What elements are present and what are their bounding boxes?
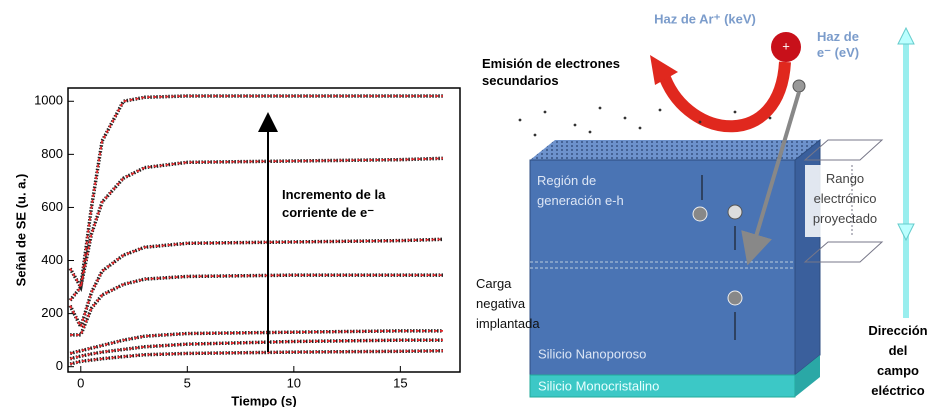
annotation-line: Incremento de la — [282, 187, 386, 202]
y-tick-label: 600 — [41, 199, 63, 214]
ar-beam-label: Haz de Ar⁺ (keV) — [654, 11, 756, 26]
generation-label: Región de generación e-h — [537, 173, 624, 208]
charge-label-line: Carga — [476, 276, 512, 291]
series-line — [70, 273, 443, 337]
series-line — [68, 237, 444, 332]
series-line — [68, 156, 444, 292]
field-label-line: eléctrico — [871, 383, 925, 398]
x-tick-label: 5 — [184, 375, 191, 390]
charge-label-line: implantada — [476, 316, 540, 331]
emission-label-line: secundarios — [482, 73, 559, 88]
y-axis-label: Señal de SE (u. a.) — [13, 174, 28, 287]
y-tick-label: 400 — [41, 252, 63, 267]
x-tick-label: 15 — [393, 375, 407, 390]
generation-label-line: generación e-h — [537, 193, 624, 208]
x-tick-label: 0 — [77, 375, 84, 390]
series-line — [68, 94, 443, 302]
range-label: Rango electrónico proyectado — [813, 171, 877, 226]
y-tick-label: 800 — [41, 146, 63, 161]
e-beam-label: Haz de e⁻ (eV) — [817, 29, 859, 60]
monocrystalline-label: Silicio Monocristalino — [538, 378, 659, 393]
svg-text:+: + — [782, 38, 790, 53]
charge-label-line: negativa — [476, 296, 526, 311]
fit-line — [70, 274, 443, 336]
y-tick-label: 200 — [41, 305, 63, 320]
series-line — [69, 329, 443, 356]
series-line — [69, 349, 443, 366]
plot-frame — [67, 87, 461, 373]
field-label-line: del — [889, 343, 908, 358]
nanoporous-label: Silicio Nanoporoso — [538, 346, 646, 361]
annotation-line: corriente de e⁻ — [282, 205, 374, 220]
range-label-line: electrónico — [814, 191, 877, 206]
fit-line — [69, 157, 443, 290]
generation-label-line: Región de — [537, 173, 596, 188]
e-beam-label-line: e⁻ (eV) — [817, 45, 859, 60]
diagram-shapes: + — [518, 26, 915, 398]
field-label-line: campo — [877, 363, 919, 378]
x-tick-label: 10 — [287, 375, 301, 390]
fit-line — [69, 339, 443, 360]
field-label: Dirección del campo eléctrico — [868, 323, 927, 398]
charge-label: Carga negativa implantada — [476, 276, 540, 331]
fit-line — [69, 238, 443, 330]
emission-label-line: Emisión de electrones — [482, 56, 620, 71]
emission-label: Emisión de electrones secundarios — [482, 56, 620, 88]
range-label-line: Rango — [826, 171, 864, 186]
x-axis-label: Tiempo (s) — [231, 393, 297, 407]
field-label-line: Dirección — [868, 323, 927, 338]
fit-line — [69, 95, 443, 301]
e-beam-label-line: Haz de — [817, 29, 859, 44]
range-label-line: proyectado — [813, 211, 877, 226]
fit-line — [69, 349, 443, 365]
series-line — [69, 338, 443, 361]
annotation: Incremento de la corriente de e⁻ — [282, 187, 386, 220]
y-tick-label: 1000 — [34, 93, 63, 108]
y-tick-label: 0 — [56, 358, 63, 373]
